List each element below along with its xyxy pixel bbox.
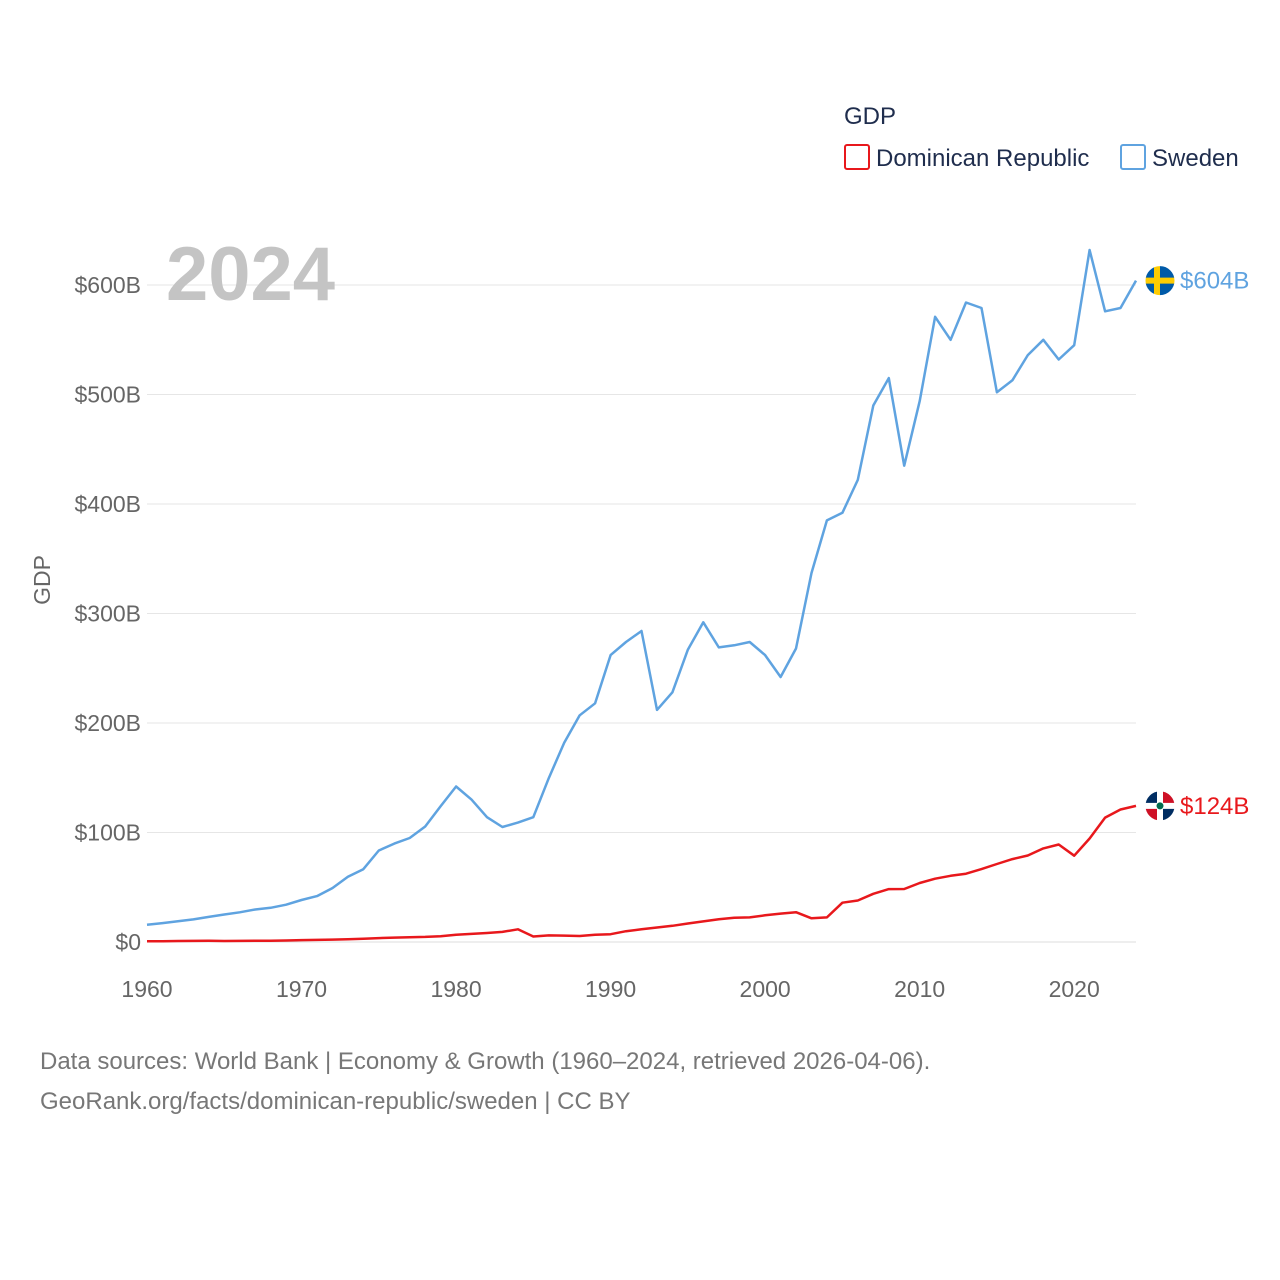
footer-link[interactable]: GeoRank.org/facts/dominican-republic/swe…: [40, 1088, 631, 1115]
y-tick-label: $600B: [74, 272, 141, 298]
legend-title: GDP: [844, 103, 896, 130]
footer-sources: Data sources: World Bank | Economy & Gro…: [40, 1048, 931, 1075]
x-tick-label: 1990: [585, 976, 636, 1002]
y-tick-label: $300B: [74, 601, 141, 627]
gdp-line-chart: $0 $100B $200B $300B $400B $500B $600B 1960 197…: [29, 103, 1249, 1002]
x-axis-ticks: 1960 1970 1980 1990 2000 2010 2020: [121, 976, 1099, 1002]
x-tick-label: 2010: [894, 976, 945, 1002]
legend-swatch-sweden: [1120, 144, 1146, 170]
end-label-dominican-republic: $124B: [1180, 793, 1249, 820]
legend-item-dominican-republic[interactable]: Dominican Republic: [844, 144, 1089, 172]
dominican-republic-flag-icon: [1144, 790, 1176, 822]
series-end-markers: $124B $604B: [1144, 265, 1249, 822]
y-tick-label: $400B: [74, 491, 141, 517]
end-label-sweden: $604B: [1180, 268, 1249, 295]
legend-swatch-dominican-republic: [844, 144, 870, 170]
x-tick-label: 1970: [276, 976, 327, 1002]
year-label: 2024: [166, 232, 335, 317]
y-axis-title: GDP: [29, 555, 55, 605]
x-tick-label: 1980: [430, 976, 481, 1002]
y-tick-label: $500B: [74, 382, 141, 408]
y-tick-label: $200B: [74, 710, 141, 736]
footer: Data sources: World Bank | Economy & Gro…: [40, 1042, 930, 1122]
x-tick-label: 2020: [1049, 976, 1100, 1002]
series-line-dominican-republic: [147, 804, 1137, 943]
series-line-sweden: [146, 248, 1138, 926]
y-axis-ticks: $0 $100B $200B $300B $400B $500B $600B: [74, 272, 141, 955]
y-tick-label: $0: [115, 929, 141, 955]
gridlines: [147, 284, 1136, 943]
legend-label-sweden: Sweden: [1152, 145, 1239, 172]
sweden-flag-icon: [1144, 265, 1176, 297]
x-tick-label: 2000: [740, 976, 791, 1002]
x-tick-label: 1960: [121, 976, 172, 1002]
legend-item-sweden[interactable]: Sweden: [1120, 144, 1239, 172]
legend-label-dominican-republic: Dominican Republic: [876, 145, 1089, 172]
y-tick-label: $100B: [74, 820, 141, 846]
series-lines: [146, 248, 1138, 943]
